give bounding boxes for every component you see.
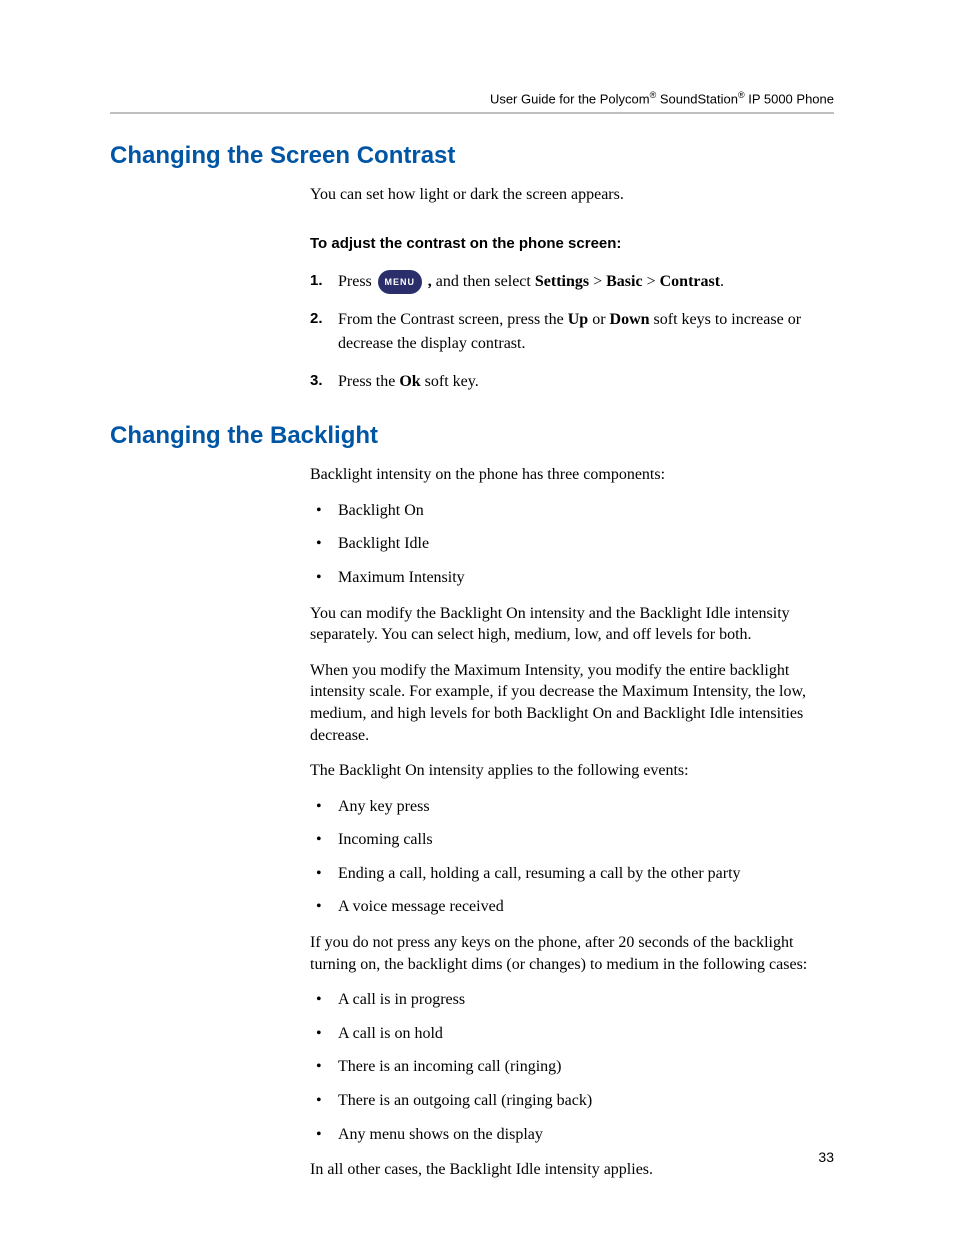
body-paragraph: The Backlight On intensity applies to th… <box>310 760 834 782</box>
step-item: 1. Press MENU , and then select Settings… <box>310 270 834 294</box>
step-number: 1. <box>310 270 323 293</box>
header-text: IP 5000 Phone <box>745 91 834 106</box>
header-text: SoundStation <box>656 91 738 106</box>
section-heading-contrast: Changing the Screen Contrast <box>110 142 834 170</box>
menu-path: Contrast <box>660 273 720 290</box>
menu-path-sep: > <box>589 273 606 290</box>
list-item: Backlight Idle <box>310 533 834 555</box>
document-page: User Guide for the Polycom ® SoundStation… <box>0 0 954 1235</box>
list-item: Any menu shows on the display <box>310 1124 834 1146</box>
list-item: Ending a call, holding a call, resuming … <box>310 863 834 885</box>
step-text: Press <box>338 270 372 294</box>
section-body: Backlight intensity on the phone has thr… <box>310 464 834 1181</box>
procedure-steps: 1. Press MENU , and then select Settings… <box>310 270 834 394</box>
body-paragraph: In all other cases, the Backlight Idle i… <box>310 1159 834 1181</box>
intro-paragraph: Backlight intensity on the phone has thr… <box>310 464 834 486</box>
step-text: Press the <box>338 373 399 390</box>
body-paragraph: When you modify the Maximum Intensity, y… <box>310 660 834 746</box>
list-item: A voice message received <box>310 896 834 918</box>
step-text: . <box>720 273 724 290</box>
procedure-subhead: To adjust the contrast on the phone scre… <box>310 234 834 254</box>
section-body: You can set how light or dark the screen… <box>310 184 834 394</box>
step-text: or <box>588 311 609 328</box>
softkey-name: Up <box>568 311 588 328</box>
step-number: 2. <box>310 308 323 331</box>
list-item: There is an outgoing call (ringing back) <box>310 1090 834 1112</box>
menu-path: Settings <box>535 273 589 290</box>
section-heading-backlight: Changing the Backlight <box>110 422 834 450</box>
running-header: User Guide for the Polycom ® SoundStation… <box>110 90 834 106</box>
body-paragraph: If you do not press any keys on the phon… <box>310 932 834 975</box>
list-item: Any key press <box>310 796 834 818</box>
header-rule <box>110 112 834 114</box>
step-item: 2. From the Contrast screen, press the U… <box>310 308 834 356</box>
events-list: Any key press Incoming calls Ending a ca… <box>310 796 834 918</box>
header-text: User Guide for the Polycom <box>490 91 650 106</box>
intro-paragraph: You can set how light or dark the screen… <box>310 184 834 206</box>
component-list: Backlight On Backlight Idle Maximum Inte… <box>310 500 834 589</box>
menu-path-sep: > <box>643 273 660 290</box>
menu-path: Basic <box>606 273 642 290</box>
step-text: soft key. <box>421 373 479 390</box>
list-item: Backlight On <box>310 500 834 522</box>
list-item: Maximum Intensity <box>310 567 834 589</box>
list-item: A call is in progress <box>310 989 834 1011</box>
list-item: Incoming calls <box>310 829 834 851</box>
body-paragraph: You can modify the Backlight On intensit… <box>310 603 834 646</box>
step-text: From the Contrast screen, press the <box>338 311 568 328</box>
step-text: and then select <box>432 273 535 290</box>
page-number: 33 <box>818 1149 834 1165</box>
cases-list: A call is in progress A call is on hold … <box>310 989 834 1145</box>
softkey-name: Down <box>610 311 650 328</box>
list-item: A call is on hold <box>310 1023 834 1045</box>
list-item: There is an incoming call (ringing) <box>310 1056 834 1078</box>
step-number: 3. <box>310 370 323 393</box>
softkey-name: Ok <box>399 373 420 390</box>
menu-key-icon: MENU <box>378 270 422 294</box>
step-item: 3. Press the Ok soft key. <box>310 370 834 394</box>
registered-mark: ® <box>738 90 745 100</box>
